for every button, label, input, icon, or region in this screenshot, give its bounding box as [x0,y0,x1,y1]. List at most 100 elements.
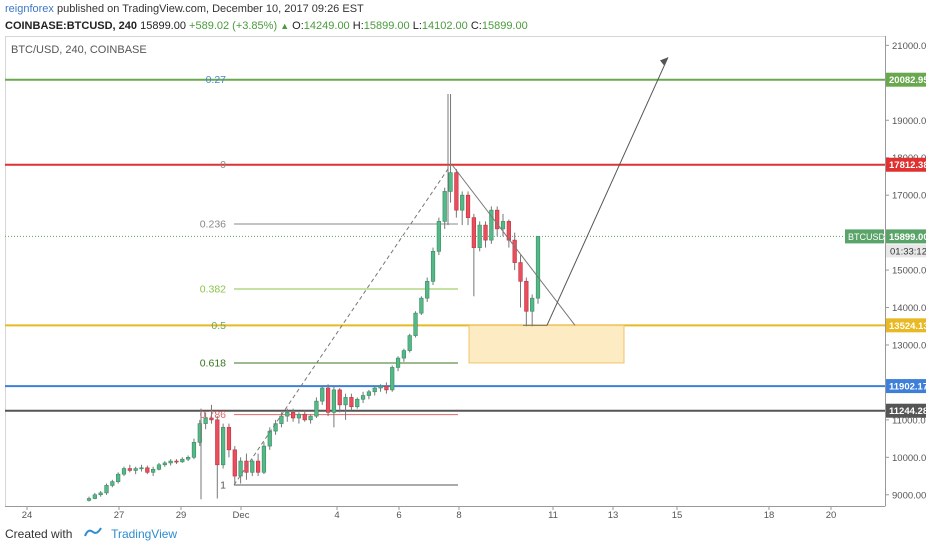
fib-level-label: 0.382 [200,284,226,296]
candle-body [331,389,337,413]
time-tick-label: 18 [764,510,775,518]
candle-body [395,357,401,368]
candle-body [535,236,541,299]
time-tick-label: 13 [608,510,619,518]
candle-body [524,280,529,312]
close-label: C: [470,20,482,32]
candle-body [203,417,208,424]
candle-body [180,458,185,463]
candle-body [518,262,523,282]
footer: Created with TradingView [0,519,932,550]
candle-body [267,430,272,447]
candle-body [425,280,430,299]
candle-body [139,467,144,470]
candle-body [384,385,389,391]
symbol-info-bar: COINBASE:BTCUSD, 240 15899.00 +589.02 (+… [0,18,932,34]
time-tick-label: 29 [176,510,187,518]
price-level-tag [886,403,926,418]
low-label: L: [412,20,422,32]
candle-body [168,460,173,464]
candles [86,94,541,502]
price-level-tag-label: 13524.13 [889,321,926,332]
price-level-tag-label: 17812.38 [889,160,926,171]
time-tick-label: 8 [456,510,461,518]
candle-body [530,297,535,312]
candle-body [296,413,302,419]
countdown-label: 01:33:12 [890,246,926,257]
projection-arrow-line [546,57,669,326]
close-value: 15899.00 [481,20,528,32]
candle-body [512,239,517,263]
candle-body [308,415,313,421]
publish-bar: reignforex published on TradingView.com,… [0,0,932,18]
candle-body [104,485,109,494]
candle-body [506,221,511,241]
candle-body [145,467,150,473]
fib-level-label: 0.27 [206,74,227,86]
price-tick-label: 9000.00 [892,490,926,501]
high-value: 15899.00 [363,20,410,32]
fib-level-label: 0 [220,159,226,171]
created-with-text: Created with [5,527,73,541]
tradingview-brand[interactable]: TradingView [111,527,178,541]
candle-body [255,460,261,473]
price-tick-label: 15000.00 [892,266,926,277]
candle-body [162,462,167,466]
candle-body [471,217,476,248]
chart-area[interactable]: BTCUSD 0.27 0 0.236 0.382 0.5 0.618 0.786 1 900… [5,36,932,521]
candle-body [378,385,383,389]
price-level-tag-label: 11244.28 [889,406,926,417]
price-tick-label: 11000.00 [892,415,926,426]
published-text: published on TradingView.com, December 1… [56,3,364,15]
candle-body [349,397,354,408]
time-tick-label: 6 [396,510,401,518]
candle-body [151,468,156,473]
candle-body [191,442,197,458]
candle-body [390,367,395,391]
candle-body [337,389,342,406]
open-value: 14249.00 [303,20,350,32]
demand-zone-box [468,324,625,364]
candle-body [121,468,127,475]
time-tick-label: 20 [826,510,837,518]
author-link[interactable]: reignforex [5,3,54,15]
fib-level-label: 1 [220,480,226,492]
time-tick-label: 24 [22,510,33,518]
candle-body [174,460,179,463]
candle-body [442,191,447,222]
candle-body [98,492,103,496]
candle-body [279,415,284,424]
plot-frame [5,36,886,507]
time-tick-label: Dec [233,510,250,518]
symbol-tag [845,229,884,244]
price-tick-label: 14000.00 [892,303,926,314]
price-level-tag [886,229,926,244]
candle-body [290,412,296,419]
time-tick-label: 11 [548,510,558,518]
price-axis[interactable]: 9000.0010000.0011000.0012000.0013000.001… [885,36,932,506]
candle-body [366,391,372,396]
candle-body [285,412,290,417]
candle-body [314,400,319,417]
time-axis[interactable]: 24 27 29 Dec 4 6 8 11 13 15 18 20 [5,506,885,521]
candle-body [465,194,471,218]
candle-body [226,427,232,451]
candle-body [454,172,459,211]
demand-zone [468,324,625,364]
candle-body [477,224,482,248]
candle-body [325,387,331,413]
price-tick-label: 13000.00 [892,340,926,351]
candle-body [495,209,500,230]
horizontal-levels: BTCUSD [5,78,886,412]
countdown-tag [886,244,926,258]
up-triangle-icon: ▲ [280,21,290,31]
candle-body [232,449,237,477]
candle-body [186,457,191,460]
candle-body [86,498,92,501]
candle-body [110,481,115,486]
price-level-tag [886,318,926,333]
price-tick-label: 19000.00 [892,116,926,127]
candle-body [215,419,220,466]
